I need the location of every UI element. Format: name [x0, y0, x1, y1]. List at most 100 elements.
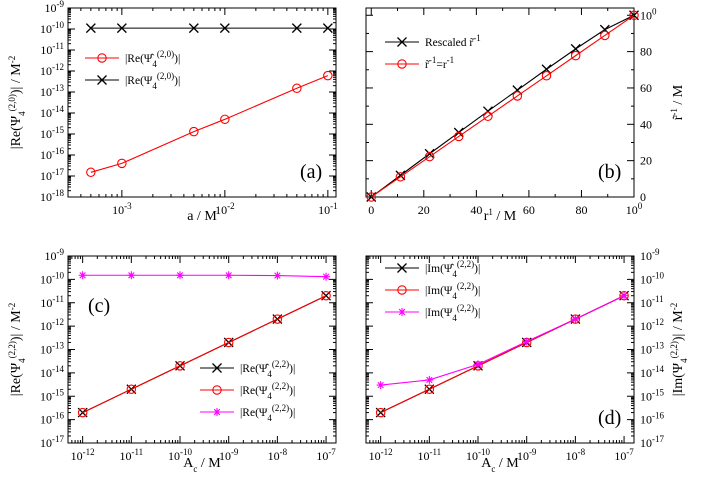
data-point	[126, 384, 137, 394]
legend-label: |Im(Ψ4(2,2))|	[425, 281, 480, 301]
y-tick-label: 10-12	[640, 317, 664, 333]
series-line	[90, 75, 329, 173]
data-point	[570, 43, 581, 54]
legend-marker	[212, 385, 222, 395]
data-point	[424, 384, 435, 394]
data-point	[376, 381, 385, 390]
data-point	[375, 407, 386, 418]
panel-label: (d)	[598, 407, 621, 429]
y-tick-label: 40	[640, 117, 652, 131]
data-point	[77, 407, 88, 418]
panel-c: 10-17 10-16 10-15 10-14 10-13 10-12 10-11 10-10…	[7, 247, 337, 474]
data-point	[292, 83, 302, 94]
x-tick-label: 10-1	[318, 201, 338, 217]
data-point	[175, 361, 185, 371]
data-point	[224, 271, 233, 280]
series-line	[82, 295, 327, 414]
x-tick-label: 60	[523, 203, 535, 217]
y-tick-label: 10-11	[640, 294, 664, 310]
legend-marker	[398, 308, 406, 316]
series-line	[380, 295, 625, 386]
data-point	[323, 70, 333, 81]
x-tick-label: 10-8	[268, 447, 288, 463]
data-point	[176, 271, 185, 280]
y-tick-label: 10-15	[40, 387, 64, 403]
y-tick-label: 20	[640, 154, 652, 168]
panel-a: 10-1810-1710-1610-1510-1410-1310-1210-11…	[7, 0, 338, 224]
x-tick-label: 10-10	[168, 447, 192, 463]
legend-marker	[397, 37, 407, 47]
x-tick-label: 0	[368, 203, 374, 217]
data-point	[85, 23, 96, 34]
y-tick-label: 10-10	[40, 20, 64, 36]
x-tick-label: 10-11	[120, 447, 144, 463]
y-axis-title: r̃-1 / M	[669, 84, 686, 120]
panel-label: (c)	[88, 295, 110, 317]
y-tick-label: 10-17	[40, 167, 64, 183]
series-0	[86, 70, 333, 178]
x-axis-title: a / M	[187, 209, 217, 224]
legend-label: r̃-1=r-1	[425, 55, 454, 71]
x-tick-label: 80	[575, 203, 587, 217]
x-axis-title: Ac / M	[183, 456, 221, 474]
data-point	[273, 271, 282, 280]
series-2	[376, 291, 629, 390]
data-point	[424, 151, 435, 162]
y-tick-label: 10-13	[40, 341, 64, 357]
series-1	[85, 23, 333, 34]
legend-label: |Re(Ψ4(2,2))|	[240, 381, 295, 401]
y-tick-label: 10-11	[40, 294, 64, 310]
series-line	[370, 14, 635, 198]
data-point	[127, 271, 136, 280]
x-tick-label: 10-7	[614, 447, 634, 463]
y-tick-label: 10-16	[40, 146, 64, 162]
legend-label: |Im(Ψ4(2,2))|	[425, 303, 480, 323]
data-point	[570, 50, 581, 61]
x-tick-label: 40	[470, 203, 482, 217]
data-point	[189, 126, 199, 137]
y-tick-label: 0	[640, 190, 646, 204]
panel-label: (b)	[598, 161, 621, 183]
legend: |Im(Ψ̂4(2,2))||Im(Ψ4(2,2))||Im(Ψ4(2,2))|	[385, 259, 480, 323]
panel-label: (a)	[300, 161, 322, 183]
legend-marker	[397, 59, 407, 69]
y-tick-label: 10-15	[40, 125, 64, 141]
y-tick-label: 10-13	[640, 341, 664, 357]
series-1	[77, 290, 331, 418]
y-tick-label: 10-14	[40, 364, 64, 380]
legend-marker	[397, 285, 407, 295]
y-tick-label: 10-17	[640, 434, 664, 450]
data-point	[272, 314, 283, 324]
x-axis-title: Ac / M	[481, 456, 519, 474]
data-point	[620, 291, 629, 300]
legend-marker	[213, 408, 221, 416]
legend-label: |Re(Ψ̂4(2,2))|	[240, 359, 295, 379]
data-point	[321, 290, 331, 301]
data-point	[220, 114, 230, 125]
data-point	[223, 337, 234, 348]
data-point	[629, 10, 639, 21]
plot-frame	[365, 255, 635, 444]
x-tick-label: 10-12	[369, 447, 393, 463]
legend-marker	[97, 75, 107, 85]
y-tick-label: 10-18	[40, 188, 64, 204]
data-point	[86, 167, 96, 178]
data-point	[395, 172, 406, 182]
x-tick-label: 10-3	[112, 201, 132, 217]
legend-marker	[212, 363, 222, 373]
y-tick-label: 10-11	[40, 41, 64, 57]
data-point	[366, 192, 377, 202]
series-1	[366, 10, 639, 202]
x-tick-label: 10-10	[466, 447, 490, 463]
series-line	[370, 14, 635, 198]
y-tick-label: 10-9	[45, 0, 65, 15]
data-point	[453, 131, 464, 142]
y-axis-title: |Re(Ψ4(2,0))| / M-2	[7, 56, 27, 149]
y-tick-label: 10-16	[640, 411, 664, 427]
data-point	[522, 337, 531, 346]
data-point	[322, 272, 331, 281]
legend-label: Rescaled r̃-1	[425, 33, 481, 49]
data-point	[322, 23, 333, 34]
legend: |Re(Ψ̂4(2,2))||Re(Ψ4(2,2))||Re(Ψ4(2,2))|	[200, 359, 295, 423]
